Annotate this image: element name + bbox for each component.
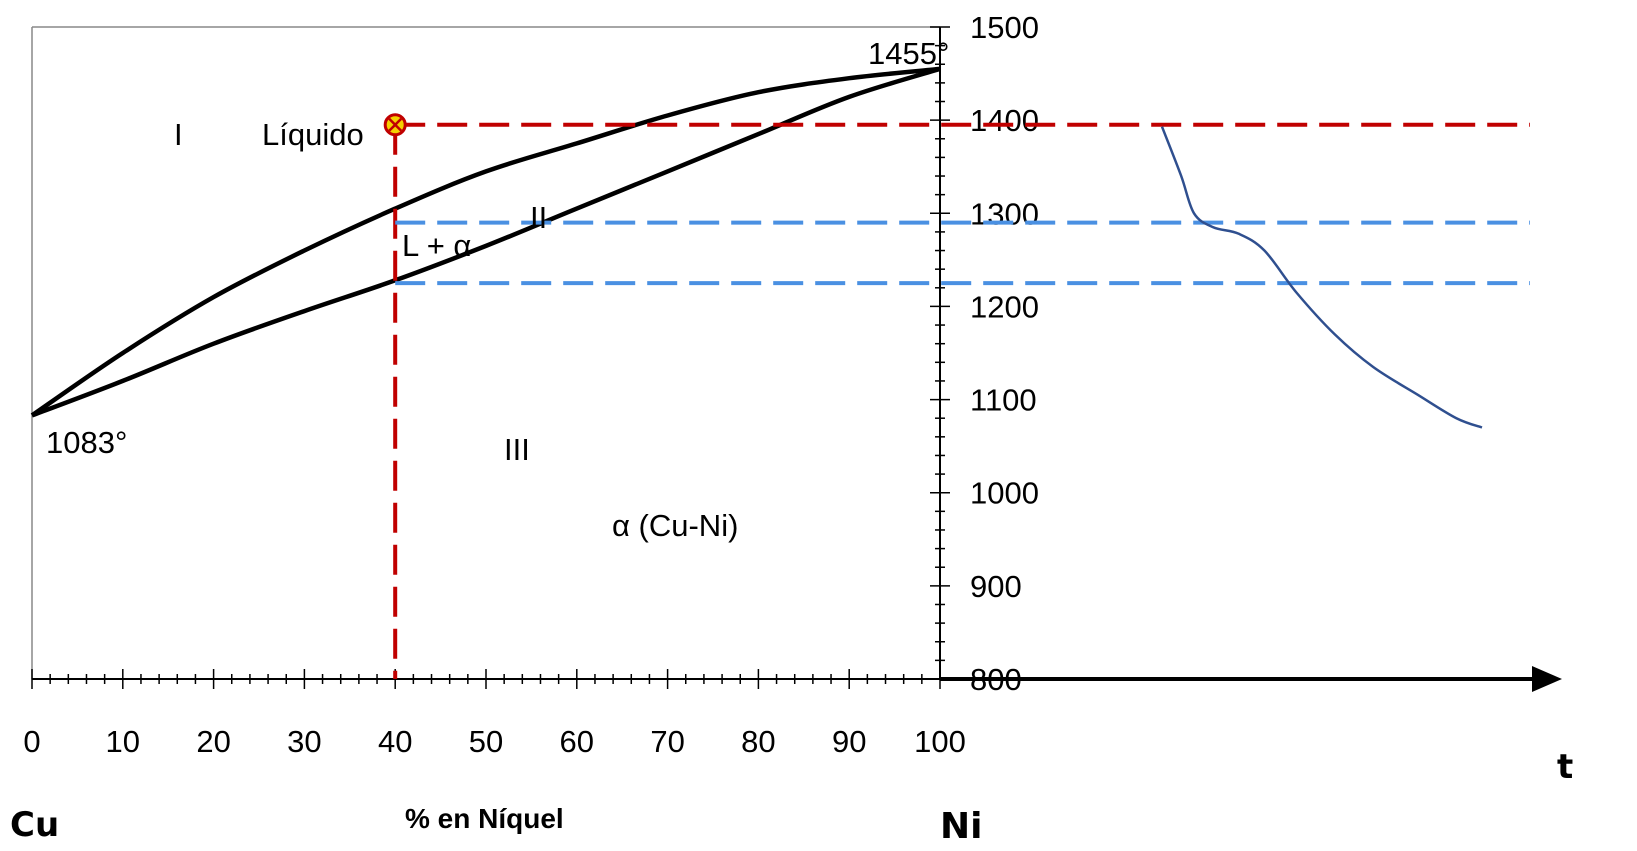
- solidus-curve: [31, 66, 941, 418]
- x-tick-label: 10: [106, 724, 140, 759]
- y-tick-label: 900: [970, 569, 1022, 604]
- liquidus-curve: [30, 66, 941, 418]
- x-tick-label: 60: [560, 724, 594, 759]
- x-tick-label: 30: [287, 724, 321, 759]
- phase-curves: [30, 66, 941, 418]
- y-tick-label: 1400: [970, 103, 1039, 138]
- x-tick-label: 0: [23, 724, 40, 759]
- y-tick-label: 1500: [970, 10, 1039, 45]
- element-ni-label: Ni: [940, 806, 982, 847]
- x-tick-label: 20: [196, 724, 230, 759]
- time-axis-arrowhead: [1532, 666, 1562, 692]
- region-3-label: III: [504, 432, 530, 467]
- x-axis-title: % en Níquel: [405, 803, 564, 834]
- x-tick-label: 70: [650, 724, 684, 759]
- melt-cu-label: 1083°: [46, 425, 127, 460]
- y-tick-label: 800: [970, 662, 1022, 697]
- melt-ni-label: 1455°: [868, 36, 949, 71]
- start-point-cross: [388, 117, 403, 132]
- y-tick-label: 1100: [970, 383, 1037, 418]
- region-1-phase-label: Líquido: [262, 117, 364, 152]
- y-tick-label: 1300: [970, 196, 1039, 231]
- time-axis-label: t: [1557, 747, 1573, 787]
- region-3-phase-label: α (Cu-Ni): [612, 508, 738, 543]
- x-tick-label: 80: [741, 724, 775, 759]
- region-1-label: I: [174, 117, 183, 152]
- region-2-phase-label: L + α: [402, 228, 471, 263]
- x-tick-label: 50: [469, 724, 503, 759]
- cooling-curve-group: [1160, 126, 1483, 429]
- axis-ticks: [31, 26, 950, 689]
- x-tick-label: 40: [378, 724, 412, 759]
- element-cu-label: Cu: [10, 805, 59, 845]
- y-tick-label: 1200: [970, 289, 1039, 324]
- region-2-label: II: [530, 200, 547, 235]
- cooling-curve: [1160, 126, 1483, 429]
- y-tick-label: 1000: [970, 476, 1039, 511]
- x-tick-label: 100: [914, 724, 966, 759]
- annotations: 1083° 1455° I Líquido II L + α III α (Cu…: [10, 36, 1573, 847]
- reference-lines: [383, 113, 1530, 679]
- x-tick-label: 90: [832, 724, 866, 759]
